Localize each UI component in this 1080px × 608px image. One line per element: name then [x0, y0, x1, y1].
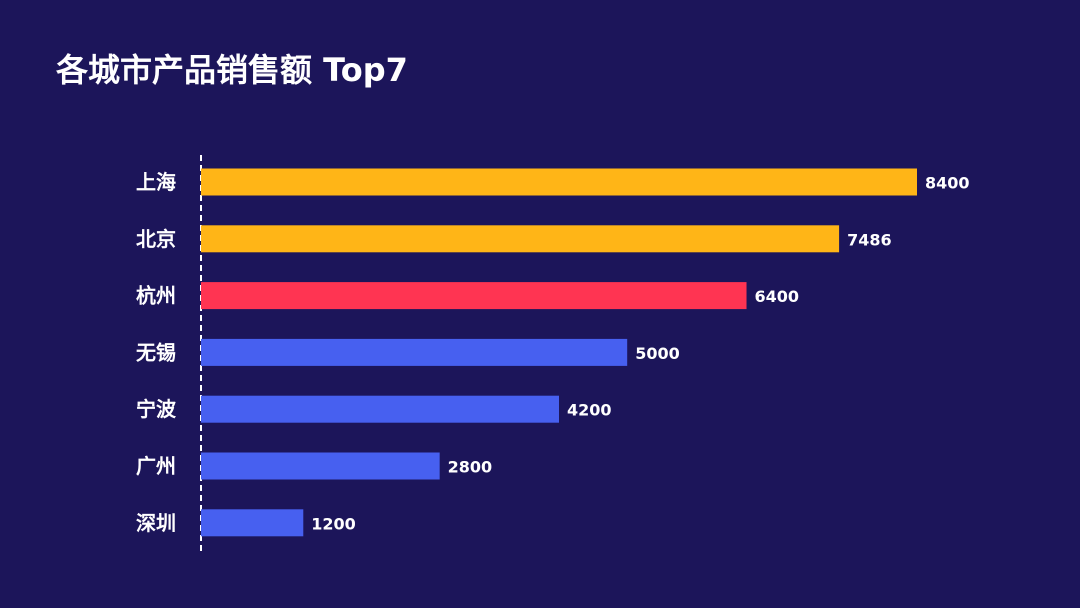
- category-label-1: 北京: [136, 227, 176, 251]
- bar-2: [201, 282, 747, 310]
- value-label-4: 4200: [567, 401, 612, 420]
- value-label-3: 5000: [635, 344, 680, 363]
- category-label-0: 上海: [136, 170, 176, 194]
- category-label-3: 无锡: [136, 340, 176, 364]
- chart-title: 各城市产品销售额 Top7: [56, 51, 408, 89]
- bar-6: [201, 509, 304, 537]
- category-label-5: 广州: [136, 454, 176, 478]
- bar-5: [201, 452, 440, 480]
- bar-0: [201, 168, 917, 196]
- bar-1: [201, 225, 840, 253]
- bar-3: [201, 338, 628, 366]
- value-label-6: 1200: [311, 514, 356, 533]
- category-label-4: 宁波: [136, 397, 177, 421]
- bar-4: [201, 395, 559, 423]
- value-label-2: 6400: [755, 287, 800, 306]
- value-label-5: 2800: [448, 458, 493, 477]
- value-label-1: 7486: [847, 230, 892, 249]
- category-label-6: 深圳: [136, 511, 176, 535]
- category-label-2: 杭州: [136, 284, 176, 308]
- value-label-0: 8400: [925, 174, 970, 193]
